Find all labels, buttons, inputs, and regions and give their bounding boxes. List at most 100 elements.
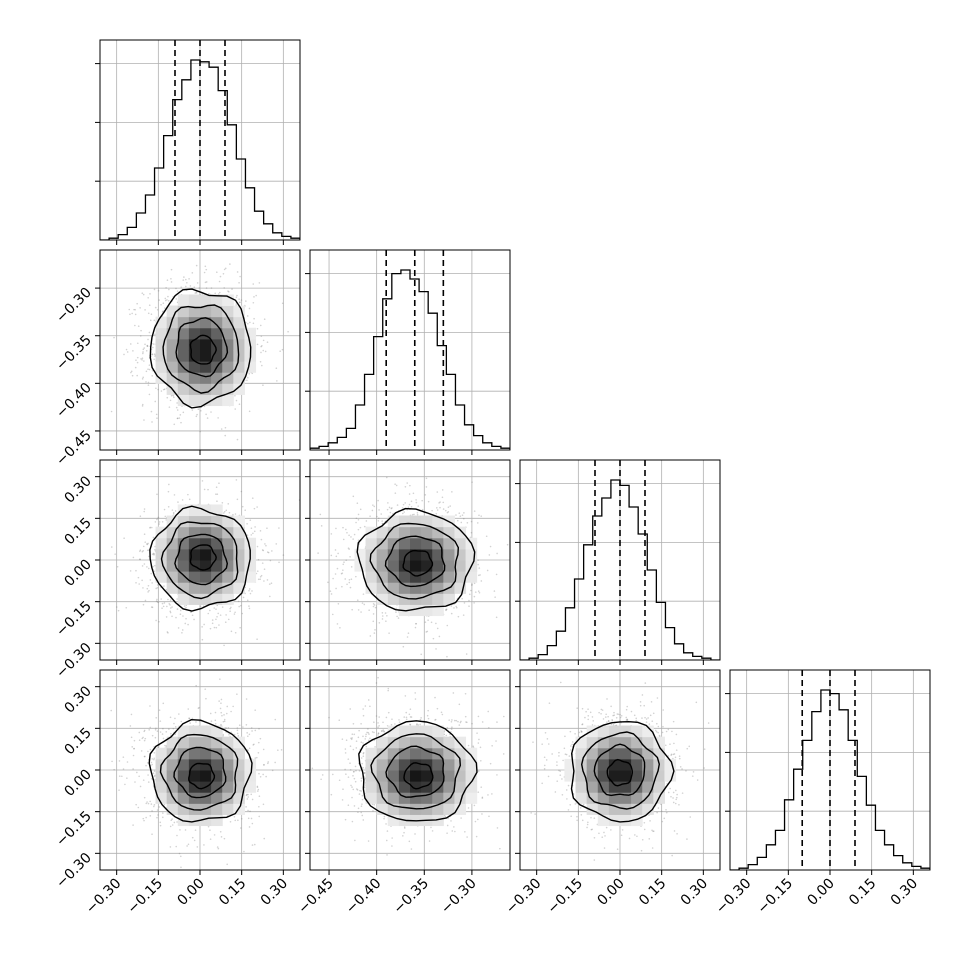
density-cell: [365, 571, 378, 583]
sample-point: [143, 563, 146, 565]
sample-point: [170, 268, 173, 271]
panel-plot-area: [100, 460, 300, 660]
sample-point: [156, 587, 159, 589]
sample-point: [136, 361, 139, 364]
density-cell: [387, 537, 400, 550]
sample-point: [126, 351, 129, 353]
sample-point: [446, 511, 449, 514]
contour-line: [162, 304, 240, 394]
sample-point: [194, 292, 197, 294]
density-cell: [211, 383, 223, 395]
sample-point: [240, 490, 243, 493]
sample-point: [167, 632, 169, 634]
sample-point: [169, 610, 172, 613]
sample-point: [356, 502, 359, 505]
sample-point: [195, 292, 198, 294]
sample-point: [262, 349, 265, 352]
sample-point: [275, 367, 278, 370]
sample-point: [129, 570, 132, 572]
sample-point: [253, 507, 256, 510]
sample-point: [249, 592, 252, 595]
sample-point: [247, 322, 249, 325]
sample-point: [252, 322, 255, 325]
sample-point: [456, 519, 459, 522]
density-cell: [233, 537, 245, 550]
sample-point: [123, 353, 125, 356]
sample-point: [201, 626, 203, 628]
density-cell: [222, 515, 234, 528]
sample-point: [166, 396, 169, 399]
sample-point: [134, 308, 136, 311]
sample-point: [140, 358, 142, 360]
sample-point: [154, 548, 156, 551]
sample-point: [204, 265, 207, 268]
sample-point: [365, 520, 368, 522]
density-cell: [421, 593, 433, 605]
sample-point: [150, 313, 153, 315]
panel-1-0: −0.30−0.35−0.40−0.45: [53, 249, 301, 469]
density-cell: [387, 560, 400, 572]
sample-point: [156, 417, 158, 419]
sample-point: [263, 837, 266, 840]
density-cell: [166, 327, 179, 340]
sample-point: [474, 591, 477, 593]
sample-point: [390, 507, 393, 510]
density-cell: [166, 372, 179, 384]
sample-point: [394, 492, 397, 494]
sample-point: [201, 480, 204, 482]
sample-point: [372, 603, 375, 605]
density-cell: [421, 515, 433, 528]
sample-point: [160, 390, 163, 392]
sample-point: [162, 388, 165, 391]
sample-point: [145, 381, 147, 383]
sample-point: [263, 568, 266, 570]
sample-point: [176, 290, 179, 292]
sample-point: [458, 512, 461, 514]
panel-2-2: [515, 459, 721, 665]
sample-point: [341, 572, 344, 574]
density-cell: [177, 571, 190, 583]
sample-point: [229, 607, 231, 610]
sample-point: [453, 607, 455, 609]
sample-point: [229, 610, 231, 612]
sample-point: [152, 552, 155, 555]
sample-point: [204, 281, 207, 284]
panel-plot-area: [100, 670, 300, 870]
y-tick-label: −0.35: [53, 332, 95, 374]
sample-point: [118, 789, 120, 791]
sample-point: [199, 605, 202, 608]
sample-point: [200, 409, 202, 412]
sample-point: [413, 513, 415, 516]
sample-point: [187, 493, 189, 496]
sample-point: [189, 285, 192, 287]
density-cell: [177, 327, 190, 340]
sample-point: [133, 308, 135, 311]
sample-point: [223, 837, 226, 840]
density-cell: [177, 593, 190, 605]
y-tick-label: −0.30: [53, 285, 95, 327]
sample-point: [476, 522, 479, 524]
sample-point: [488, 554, 491, 556]
density-cell: [188, 294, 201, 307]
density-cell: [211, 327, 223, 340]
sample-point: [205, 697, 207, 700]
sample-point: [151, 606, 154, 609]
sample-point: [445, 608, 447, 611]
sample-point: [215, 618, 217, 621]
sample-point: [153, 353, 156, 356]
sample-point: [171, 509, 174, 511]
sample-point: [235, 399, 238, 402]
density-cell: [376, 571, 389, 583]
sample-point: [465, 653, 468, 655]
sample-point: [246, 599, 249, 602]
sample-point: [450, 605, 453, 607]
sample-point: [279, 350, 281, 353]
sample-point: [149, 526, 152, 529]
density-cell: [177, 582, 190, 594]
sample-point: [180, 286, 183, 288]
sample-point: [239, 275, 241, 278]
sample-point: [140, 329, 142, 332]
sample-point: [249, 321, 251, 324]
density-cell: [233, 526, 245, 539]
density-cell: [244, 361, 257, 373]
